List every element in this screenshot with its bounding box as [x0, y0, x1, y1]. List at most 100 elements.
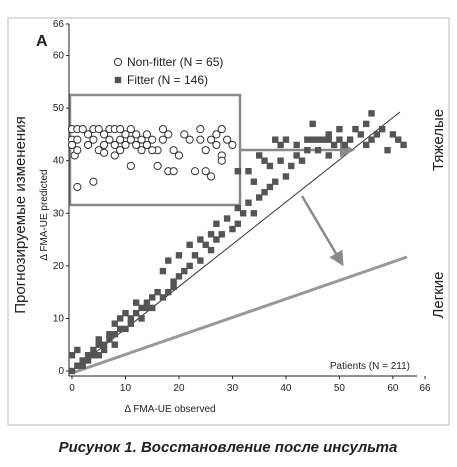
point — [132, 309, 140, 317]
y-tick-label: 50 — [53, 103, 65, 114]
point — [234, 204, 242, 212]
legend-marker — [113, 57, 123, 67]
point — [206, 135, 216, 144]
y-tick-label: 40 — [53, 156, 65, 167]
point — [149, 294, 156, 301]
point — [165, 257, 172, 264]
point — [127, 315, 135, 322]
x-axis-label: Δ FMA-UE observed — [124, 404, 215, 415]
point — [159, 294, 167, 301]
point — [142, 130, 151, 139]
point — [379, 125, 386, 133]
point — [362, 141, 370, 149]
point — [79, 362, 86, 369]
point — [106, 336, 113, 343]
point — [207, 231, 215, 238]
point — [298, 157, 306, 164]
point — [158, 135, 168, 144]
point — [158, 125, 168, 134]
legend-marker — [114, 76, 122, 84]
point — [83, 130, 93, 139]
point — [255, 152, 263, 159]
point — [197, 236, 204, 243]
point — [73, 135, 82, 144]
y-label-ru: Прогнозируемые изменения — [12, 116, 29, 313]
point — [73, 146, 82, 155]
point — [304, 146, 311, 154]
point — [142, 140, 151, 150]
point — [100, 341, 108, 348]
point — [336, 125, 343, 133]
point — [282, 173, 290, 180]
point — [325, 131, 332, 138]
point — [395, 136, 402, 143]
point — [148, 135, 157, 144]
point — [261, 157, 268, 164]
point — [373, 131, 381, 138]
point — [169, 146, 178, 155]
point — [169, 167, 178, 176]
point — [164, 130, 173, 139]
point — [148, 146, 157, 155]
point — [197, 257, 204, 264]
y-tick-label: 66 — [53, 19, 65, 30]
point — [245, 199, 252, 206]
point — [99, 130, 109, 139]
point — [250, 178, 258, 185]
point — [111, 320, 118, 327]
point — [304, 136, 311, 143]
point — [266, 183, 274, 191]
point — [223, 135, 232, 144]
point — [357, 131, 365, 138]
point — [368, 110, 375, 117]
legend-label: Non-fitter (N = 65) — [127, 55, 223, 69]
point — [181, 267, 188, 275]
y-tick-label: 20 — [53, 261, 65, 272]
point — [212, 140, 221, 150]
point — [165, 288, 172, 296]
point — [196, 135, 205, 144]
point — [89, 177, 98, 186]
point — [202, 241, 209, 249]
point — [84, 352, 92, 359]
point — [111, 330, 118, 338]
point — [245, 168, 252, 175]
point — [217, 125, 226, 134]
y-axis-label: Δ FMA-UE predicted — [39, 169, 50, 260]
point — [389, 131, 397, 138]
point — [121, 140, 130, 150]
point — [110, 140, 119, 150]
point — [68, 352, 76, 359]
point — [110, 151, 119, 160]
point — [79, 357, 86, 364]
point — [346, 136, 354, 143]
point — [122, 325, 129, 333]
point — [137, 135, 146, 144]
point — [272, 136, 279, 143]
point — [74, 362, 81, 369]
point — [83, 140, 93, 150]
point — [73, 182, 82, 192]
point — [90, 346, 97, 354]
point — [201, 146, 210, 155]
point — [89, 135, 98, 144]
point — [149, 304, 156, 312]
point — [314, 136, 322, 143]
point — [320, 136, 327, 143]
point — [95, 352, 102, 359]
point — [67, 140, 77, 150]
point — [239, 210, 247, 217]
point — [116, 146, 125, 155]
point — [84, 357, 92, 364]
caption: Рисунок 1. Восстановление после инсульта — [59, 439, 398, 456]
point — [213, 220, 220, 227]
point — [132, 299, 140, 306]
point — [95, 341, 102, 348]
point — [116, 135, 125, 144]
point — [126, 161, 135, 171]
point — [180, 130, 189, 139]
point — [95, 336, 102, 343]
point — [261, 189, 268, 196]
point — [138, 304, 145, 312]
